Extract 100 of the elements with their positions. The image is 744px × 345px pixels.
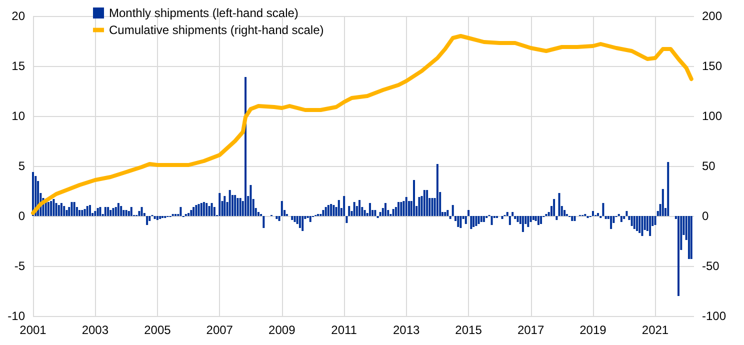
bar — [250, 185, 252, 216]
bar — [413, 180, 416, 216]
bar — [276, 216, 278, 219]
bar — [514, 216, 516, 219]
bar — [70, 202, 73, 216]
y2-tick-label: 0 — [702, 209, 709, 223]
bar — [358, 200, 360, 216]
x-tick-label: 2013 — [392, 323, 420, 337]
bar — [398, 202, 400, 216]
bar — [322, 210, 324, 216]
bar — [280, 201, 283, 216]
bar — [324, 207, 327, 216]
legend-label: Monthly shipments (left-hand scale) — [109, 6, 298, 20]
bar — [478, 216, 480, 224]
bar — [630, 216, 633, 226]
bar — [200, 203, 202, 216]
bar — [449, 216, 452, 219]
x-tick-label: 2003 — [82, 323, 109, 337]
x-tick-label: 2015 — [455, 323, 482, 337]
bar — [516, 216, 519, 222]
y-tick-label: -10 — [8, 309, 26, 323]
bar — [353, 202, 356, 216]
bar — [480, 216, 482, 222]
bar — [294, 216, 296, 222]
bar — [475, 216, 478, 226]
bar — [610, 216, 612, 229]
bar — [224, 196, 226, 216]
bar — [400, 202, 402, 216]
bar — [330, 204, 332, 216]
bar — [107, 207, 110, 216]
bar — [638, 216, 641, 233]
bar — [206, 203, 208, 216]
bar — [457, 216, 460, 227]
bar — [667, 162, 670, 216]
bar — [78, 210, 81, 216]
bar — [677, 216, 680, 296]
bar — [296, 216, 298, 224]
x-tick-label: 2001 — [20, 323, 47, 337]
bar — [470, 216, 472, 229]
bar — [159, 216, 162, 219]
y-tick-label: 0 — [18, 209, 26, 223]
bar — [332, 205, 335, 216]
bar — [298, 216, 301, 228]
bar — [202, 202, 205, 216]
bar — [213, 207, 216, 216]
bar — [423, 190, 426, 216]
bar — [368, 203, 371, 216]
bar — [117, 203, 120, 216]
bar — [114, 207, 117, 216]
bar — [522, 216, 524, 232]
bar — [574, 216, 576, 221]
bar — [597, 213, 599, 216]
bar — [379, 212, 382, 216]
bar — [506, 212, 508, 216]
bar — [654, 216, 656, 225]
bar — [346, 216, 348, 223]
bar — [228, 190, 231, 216]
x-tick-label: 2019 — [580, 323, 607, 337]
x-tick-label: 2007 — [206, 323, 234, 337]
bar — [239, 198, 242, 216]
bar — [63, 206, 66, 216]
bar — [636, 216, 638, 231]
bar — [104, 207, 106, 216]
bar — [553, 199, 556, 216]
bar — [649, 216, 652, 236]
bar — [468, 210, 470, 216]
x-tick-label: 2017 — [517, 323, 544, 337]
bar — [236, 198, 239, 216]
bar — [623, 216, 626, 219]
bar — [452, 205, 454, 216]
bar — [60, 203, 62, 216]
bar — [564, 210, 566, 216]
bar — [464, 216, 467, 224]
bar — [384, 203, 386, 216]
bar — [602, 203, 604, 216]
bar — [140, 207, 143, 216]
bar — [436, 164, 438, 216]
bar — [218, 193, 221, 216]
y2-tick-label: 200 — [702, 9, 722, 23]
bar — [156, 216, 158, 220]
bar — [188, 213, 190, 216]
bar — [180, 207, 182, 216]
y-tick-label: -5 — [14, 259, 26, 273]
legend-label: Cumulative shipments (right-hand scale) — [109, 23, 324, 37]
bar — [99, 207, 102, 216]
bar — [633, 216, 636, 229]
bar — [558, 193, 560, 216]
bar — [208, 206, 210, 216]
bar — [125, 210, 128, 216]
bar — [540, 216, 542, 224]
bar — [190, 210, 192, 216]
bar — [620, 216, 622, 222]
bar — [47, 202, 50, 216]
bar — [338, 200, 340, 216]
bar — [460, 216, 462, 228]
bar — [482, 216, 485, 222]
bar — [418, 197, 420, 216]
bar — [444, 212, 446, 216]
bar — [50, 201, 52, 216]
bar — [626, 211, 628, 216]
